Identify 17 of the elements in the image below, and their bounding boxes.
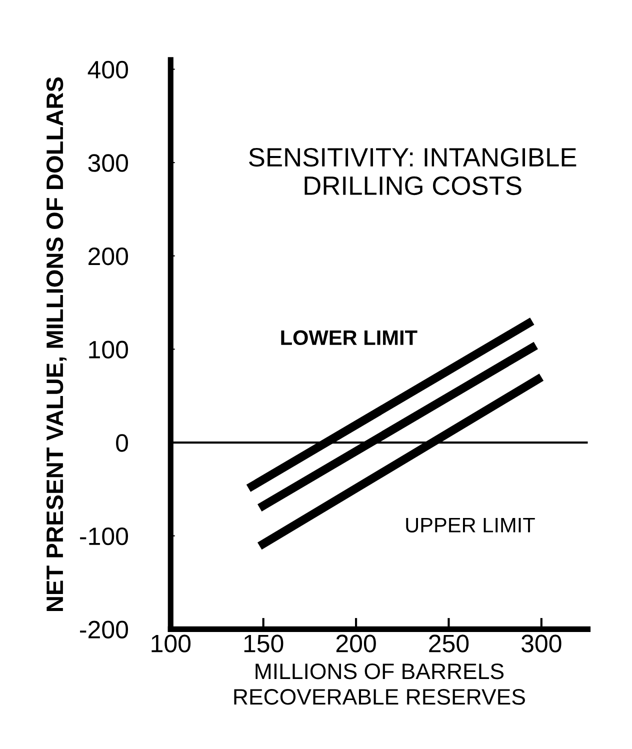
x-tick-label: 200 (336, 634, 376, 652)
x-axis-title: MILLIONS OF BARRELS RECOVERABLE RESERVES (234, 663, 525, 705)
text: UPPER LIMIT (406, 518, 535, 533)
y-tick-label: 0 (116, 434, 128, 452)
x-tick-label: 250 (429, 634, 469, 652)
text: SENSITIVITY: INTANGIBLE DRILLING COSTS (249, 148, 576, 196)
y-tick-label: 100 (89, 340, 128, 359)
y-axis-title: NET PRESENT VALUE, MILLIONS OF DOLLARS (46, 77, 67, 611)
x-tick-label: 100 (152, 634, 191, 652)
y-tick-label: -200 (80, 620, 128, 638)
y-tick-label: 400 (88, 60, 128, 79)
series-label: LOWER LIMIT (281, 330, 418, 346)
x-tick-label: 300 (522, 634, 562, 652)
y-tick-label: 300 (88, 154, 128, 172)
y-tick-label: -100 (80, 527, 128, 546)
y-tick-label: 200 (88, 247, 128, 266)
x-tick-label: 150 (244, 634, 284, 652)
